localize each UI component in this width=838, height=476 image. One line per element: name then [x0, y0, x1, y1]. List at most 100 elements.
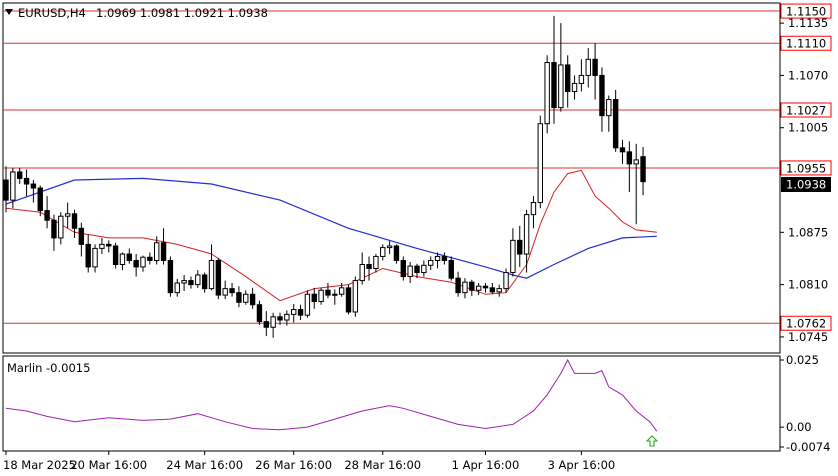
candle-body: [126, 253, 132, 261]
candle: [277, 312, 283, 325]
candle: [37, 185, 43, 217]
moving-average-red: [5, 169, 657, 302]
candle: [558, 23, 564, 112]
candle: [462, 278, 468, 299]
candle: [291, 303, 297, 323]
candle: [10, 167, 16, 209]
candle-body: [489, 287, 496, 293]
candle: [332, 289, 338, 305]
candle-body: [291, 309, 297, 315]
up-arrow-icon: [645, 435, 659, 447]
candle: [297, 304, 304, 321]
ma-red-line: [5, 169, 657, 302]
candle: [455, 271, 461, 297]
candle: [523, 209, 530, 273]
candle-body: [318, 289, 324, 303]
candle: [345, 284, 352, 315]
candle: [606, 95, 612, 132]
candle: [510, 228, 516, 277]
candle-body: [510, 239, 516, 274]
candle: [421, 260, 427, 277]
candle-body: [71, 213, 78, 229]
candle-body: [585, 58, 591, 76]
osc-tick-label: 0.00: [786, 420, 812, 434]
candle: [17, 167, 23, 185]
candle-body: [37, 187, 43, 212]
candle: [592, 43, 598, 100]
candle: [407, 262, 413, 283]
indicator-label: Marlin -0.0015: [7, 361, 90, 375]
candle-body: [92, 247, 98, 268]
candle: [154, 236, 160, 265]
time-tick-label: 24 Mar 16:00: [166, 458, 243, 472]
candle-body: [263, 321, 270, 328]
candle-body: [3, 179, 9, 201]
candle-body: [140, 256, 146, 268]
oscillator-line: [5, 358, 658, 432]
candle-body: [448, 259, 454, 279]
level-label: 1.1150: [786, 5, 826, 19]
candle: [256, 300, 263, 325]
candle-body: [195, 274, 201, 286]
candle-body: [106, 243, 112, 247]
candle: [578, 59, 585, 92]
candle-body: [551, 62, 557, 109]
price-tick-label: 1.0810: [788, 278, 828, 292]
candle-body: [256, 304, 263, 323]
candle: [359, 252, 365, 285]
candle-body: [434, 255, 441, 261]
osc-tick-label: -0.0074: [786, 440, 830, 454]
candle: [380, 244, 386, 261]
candle: [414, 263, 420, 279]
chart-menu-arrow-icon[interactable]: [5, 9, 13, 15]
candle: [222, 280, 228, 300]
candle: [599, 67, 605, 132]
candle-body: [523, 214, 530, 255]
candle: [133, 254, 139, 277]
candle: [612, 89, 619, 152]
level-label: 1.1027: [786, 104, 826, 118]
candle-body: [85, 243, 91, 268]
candle: [249, 287, 256, 309]
candle-body: [537, 123, 543, 204]
oscillator-series: [5, 358, 658, 432]
time-tick-label: 18 Mar 2025: [3, 458, 76, 472]
level-box: [780, 102, 832, 118]
candle-body: [64, 213, 71, 217]
candle: [482, 283, 489, 293]
candle-body: [352, 280, 359, 313]
candle-body: [174, 282, 180, 294]
candle: [448, 256, 454, 281]
candle-body: [606, 99, 612, 117]
candle-body: [482, 285, 489, 289]
level-label: 1.0955: [786, 161, 826, 175]
candle-body: [544, 62, 550, 125]
candle: [400, 256, 407, 281]
candle-body: [215, 259, 222, 296]
price-tick-label: 1.1135: [788, 16, 828, 30]
candle-body: [160, 242, 167, 261]
candle: [188, 276, 194, 289]
candle-body: [249, 293, 256, 306]
indicator-pane[interactable]: [2, 355, 781, 452]
candle-body: [407, 265, 413, 278]
candle: [366, 256, 372, 281]
candle: [167, 256, 174, 297]
candle: [373, 254, 379, 273]
candle: [160, 228, 167, 265]
candle: [92, 244, 98, 273]
time-tick-label: 20 Mar 16:00: [70, 458, 147, 472]
candlesticks: [3, 15, 646, 338]
candle-body: [78, 227, 85, 245]
price-pane[interactable]: [2, 2, 781, 354]
candle-body: [428, 259, 434, 266]
candle: [284, 310, 290, 326]
current-price-box: [781, 177, 831, 192]
candle-body: [496, 288, 502, 293]
candle-body: [386, 245, 393, 249]
candle: [489, 283, 496, 295]
level-box: [780, 160, 832, 176]
candle-body: [619, 147, 626, 153]
candle: [243, 290, 249, 305]
